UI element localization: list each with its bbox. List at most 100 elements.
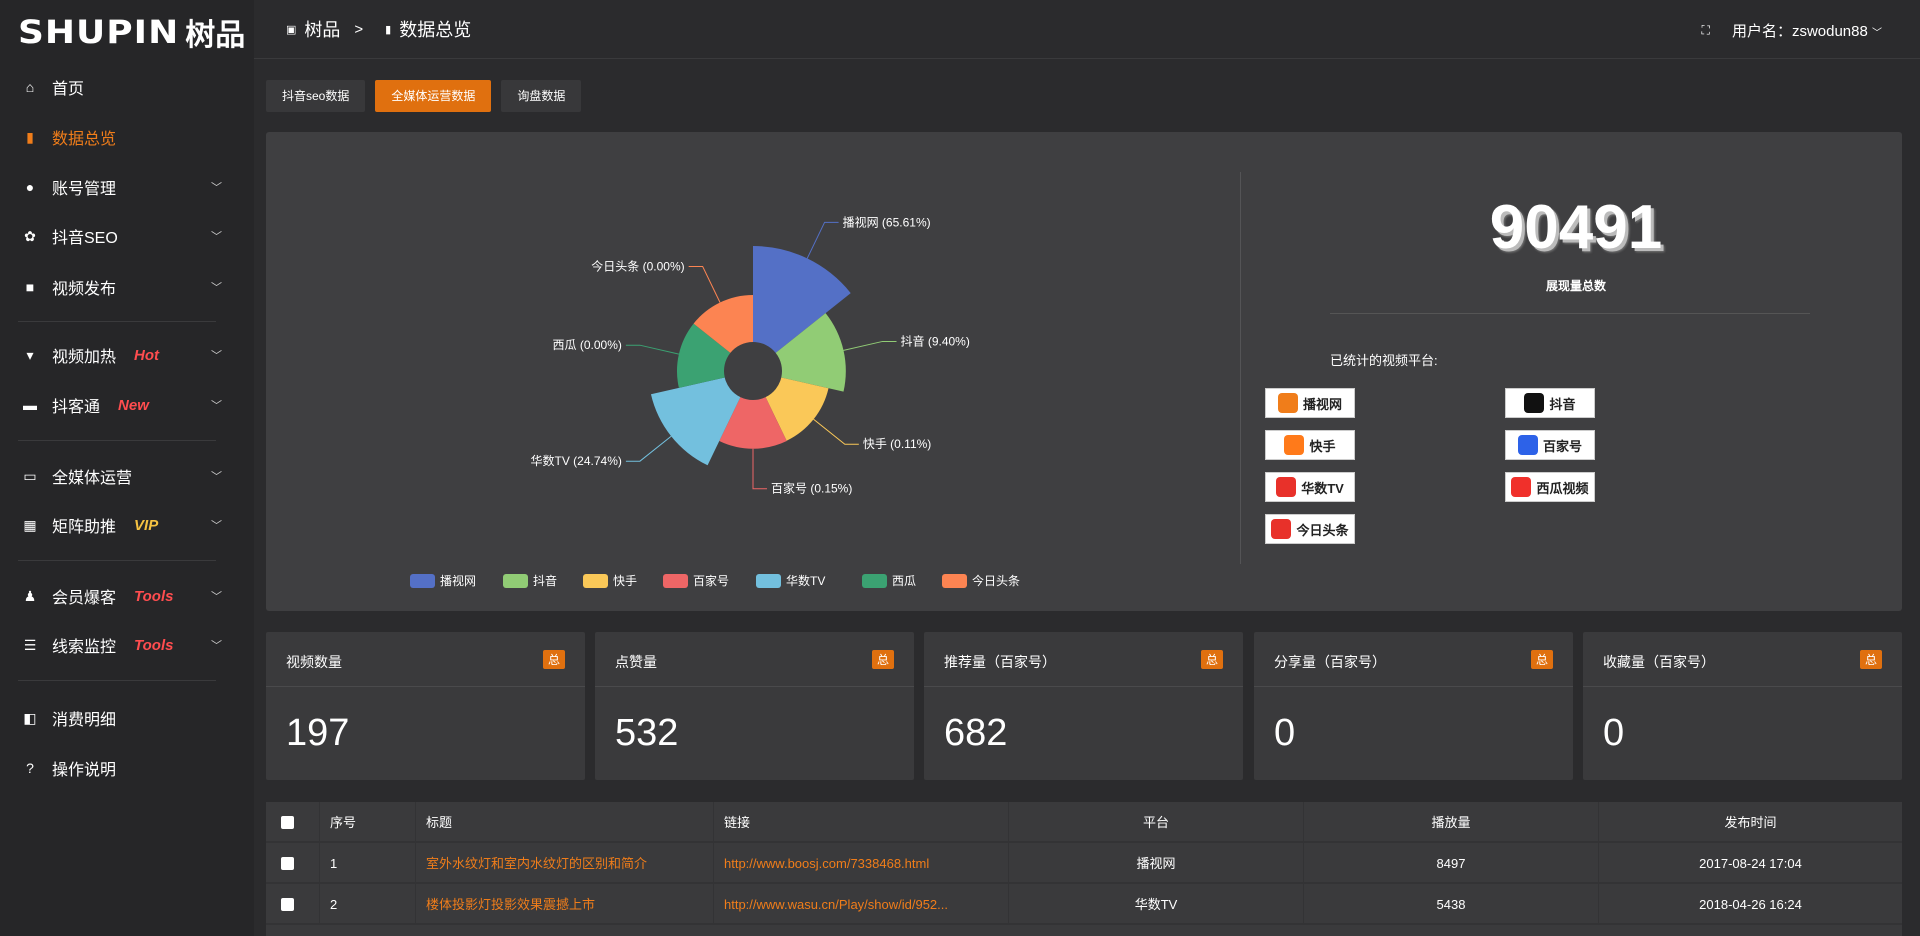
cell-platform: 华数TV — [1009, 884, 1304, 925]
logo[interactable]: SHUPIN 树品 — [18, 12, 245, 52]
sidebar-badge: New — [118, 396, 149, 414]
rose-slice — [693, 295, 753, 353]
sidebar-item[interactable]: ✿ 抖音SEO ﹀ — [0, 216, 254, 256]
help-icon: ? — [26, 760, 34, 776]
stat-title: 视频数量 — [286, 654, 342, 670]
platform-logo: 播视网 — [1265, 388, 1355, 418]
platform-logo-name: 抖音 — [1549, 396, 1576, 412]
bar-chart-small-icon: ▮ — [385, 23, 392, 36]
stat-badge: 总 — [542, 650, 565, 669]
label-leader-line — [843, 340, 897, 351]
label-leader-line — [625, 435, 672, 462]
sidebar-badge: Tools — [134, 587, 174, 605]
header-publish-time: 发布时间 — [1724, 815, 1777, 830]
cell-plays: 8497 — [1304, 843, 1599, 884]
legend-swatch — [410, 574, 435, 588]
sidebar-divider — [18, 560, 216, 561]
sidebar-item[interactable]: ☰ 线索监控 Tools ﹀ — [0, 625, 254, 665]
grid-icon: ▦ — [23, 516, 37, 533]
sidebar-item-label: 视频加热 — [52, 349, 117, 366]
sidebar-badge: Hot — [134, 346, 160, 364]
stat-badge: 总 — [1200, 650, 1223, 669]
platform-logo-mark — [1277, 393, 1298, 413]
sidebar-item[interactable]: ▦ 矩阵助推 VIP ﹀ — [0, 505, 254, 545]
cell-publish-time: 2017-08-24 17:04 — [1699, 856, 1802, 871]
slice-label: 西瓜 (0.00%) — [553, 338, 622, 352]
cell-index: 2 — [320, 884, 416, 925]
rose-chart: 播视网 (65.61%) 抖音 (9.40%) 快手 (0.11%) 百家号 (0.1… — [410, 214, 1020, 588]
stat-card: 视频数量 总 197 — [266, 632, 585, 780]
cell-plays: 5438 — [1304, 884, 1599, 925]
rose-slice — [719, 397, 787, 449]
chevron-down-icon: ﹀ — [211, 400, 222, 412]
tab-all-media[interactable]: 全媒体运营数据 — [375, 80, 492, 112]
stat-divider — [595, 686, 914, 687]
sliders-icon: ☰ — [23, 636, 37, 653]
cell-link[interactable]: http://www.boosj.com/7338468.html — [714, 843, 1009, 884]
logo-text-cn: 树品 — [185, 19, 246, 52]
stat-value: 682 — [944, 712, 1008, 754]
legend-swatch — [583, 574, 608, 588]
sidebar-item[interactable]: ■ 视频发布 ﹀ — [0, 267, 254, 307]
rose-slice — [775, 313, 846, 392]
sidebar-item[interactable]: ● 账号管理 ﹀ — [0, 167, 254, 207]
sidebar-item[interactable]: ▮ 数据总览 — [0, 117, 254, 157]
header-plays: 播放量 — [1304, 802, 1599, 843]
stat-divider — [266, 686, 585, 687]
platform-logo-mark — [1276, 477, 1297, 497]
platform-logo: 西瓜视频 — [1505, 472, 1595, 502]
panel-divider — [1240, 172, 1241, 564]
row-checkbox[interactable] — [281, 857, 294, 870]
bar-chart-icon: ▮ — [26, 128, 34, 145]
tab-bar: 抖音seo数据 全媒体运营数据 询盘数据 — [266, 80, 582, 112]
sidebar-item[interactable]: ◧ 消费明细 — [0, 698, 254, 738]
header-title: 标题 — [416, 802, 714, 843]
table-row: 1 室外水纹灯和室内水纹灯的区别和简介 http://www.boosj.com… — [266, 843, 1902, 884]
breadcrumb-home[interactable]: 树品 — [304, 20, 341, 40]
sidebar-item[interactable]: ▾ 视频加热 Hot ﹀ — [0, 335, 254, 375]
slice-label: 播视网 (65.61%) — [843, 214, 931, 229]
slice-label: 快手 (0.11%) — [863, 437, 931, 451]
sidebar-item-label: 消费明细 — [52, 712, 117, 729]
label-leader-line — [806, 221, 839, 259]
heat-icon: ▾ — [26, 346, 34, 363]
cell-title[interactable]: 楼体投影灯投影效果震撼上市 — [416, 884, 714, 925]
row-checkbox[interactable] — [281, 898, 294, 911]
platforms-title: 已统计的视频平台: — [1330, 353, 1438, 368]
user-menu[interactable]: 用户名：zswodun88 ﹀ — [1732, 20, 1882, 41]
platform-logo-name: 华数TV — [1301, 480, 1344, 496]
sidebar-divider — [18, 321, 216, 322]
breadcrumb-separator: > — [354, 20, 364, 38]
platform-logo-name: 快手 — [1309, 438, 1336, 454]
sidebar-item[interactable]: ? 操作说明 — [0, 748, 254, 788]
stat-value: 0 — [1274, 712, 1296, 754]
cell-title[interactable]: 室外水纹灯和室内水纹灯的区别和简介 — [416, 843, 714, 884]
sidebar-badge: VIP — [134, 516, 159, 534]
chevron-down-icon: ﹀ — [211, 471, 222, 483]
sidebar-item[interactable]: ▬ 抖客通 New ﹀ — [0, 385, 254, 425]
header: ▣ 树品 > ▮ 数据总览 ⛶ 用户名：zswodun88 ﹀ — [254, 0, 1920, 59]
sidebar-item[interactable]: ♟ 会员爆客 Tools ﹀ — [0, 576, 254, 616]
tab-douyin-seo[interactable]: 抖音seo数据 — [266, 80, 366, 112]
select-cell — [266, 884, 320, 925]
label-leader-line — [688, 265, 721, 303]
sidebar: SHUPIN 树品 ⌂ 首页 ▮ 数据总览 ● 账号管理 ﹀ ✿ 抖音SEO ﹀ ■ 视频发布 ﹀ ▾ 视频… — [0, 0, 254, 936]
table-row: 2 楼体投影灯投影效果震撼上市 http://www.wasu.cn/Play/… — [266, 884, 1902, 925]
platform-logo-mark — [1284, 435, 1305, 455]
tab-inquiry[interactable]: 询盘数据 — [501, 80, 582, 112]
platform-logo: 今日头条 — [1265, 514, 1355, 544]
logo-text-en: SHUPIN — [18, 13, 180, 51]
sidebar-item[interactable]: ⌂ 首页 — [0, 67, 254, 107]
sidebar-item-label: 矩阵助推 — [52, 519, 117, 536]
camera-icon: ■ — [25, 279, 35, 295]
cell-link[interactable]: http://www.wasu.cn/Play/show/id/952... — [714, 884, 1009, 925]
slice-label: 百家号 (0.15%) — [771, 481, 852, 496]
sidebar-item[interactable]: ▭ 全媒体运营 ﹀ — [0, 456, 254, 496]
fullscreen-icon[interactable]: ⛶ — [1701, 23, 1710, 37]
gear-icon: ✿ — [24, 227, 36, 244]
stat-divider — [1254, 686, 1573, 687]
stat-badge: 总 — [1530, 650, 1553, 669]
select-all-checkbox[interactable] — [281, 816, 294, 829]
chevron-down-icon: ﹀ — [211, 231, 222, 243]
rose-slice — [753, 246, 851, 353]
